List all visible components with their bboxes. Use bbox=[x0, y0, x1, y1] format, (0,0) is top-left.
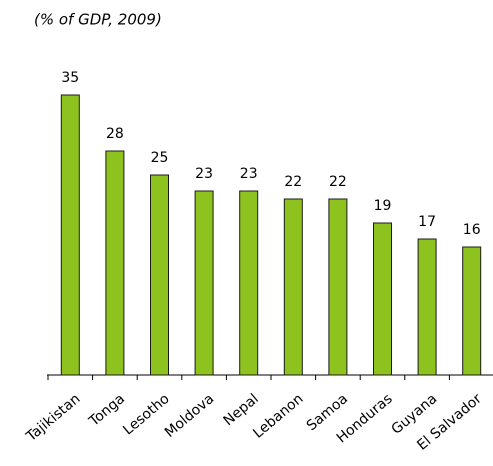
bar bbox=[283, 198, 303, 376]
value-label: 28 bbox=[106, 126, 124, 142]
value-label: 19 bbox=[374, 198, 392, 214]
value-label: 23 bbox=[195, 166, 213, 182]
bar bbox=[462, 246, 482, 376]
x-tick-label: Lebanon bbox=[250, 391, 306, 442]
bar bbox=[239, 190, 259, 376]
bar bbox=[105, 150, 125, 376]
value-label: 22 bbox=[329, 174, 347, 190]
x-tick-label: Nepal bbox=[221, 391, 262, 429]
value-label: 23 bbox=[240, 166, 258, 182]
bar bbox=[60, 94, 80, 376]
x-tick-label: Moldova bbox=[162, 391, 217, 441]
bar bbox=[417, 238, 437, 376]
value-label: 25 bbox=[151, 150, 169, 166]
bar bbox=[328, 198, 348, 376]
value-label: 17 bbox=[418, 214, 436, 230]
bar bbox=[194, 190, 214, 376]
bar bbox=[150, 174, 169, 376]
bar bbox=[373, 222, 392, 376]
value-label: 16 bbox=[463, 222, 481, 238]
x-tick-label: Tajikistan bbox=[23, 391, 84, 446]
value-label: 22 bbox=[284, 174, 302, 190]
chart-subtitle: (% of GDP, 2009) bbox=[34, 11, 162, 29]
value-label: 35 bbox=[61, 70, 79, 86]
